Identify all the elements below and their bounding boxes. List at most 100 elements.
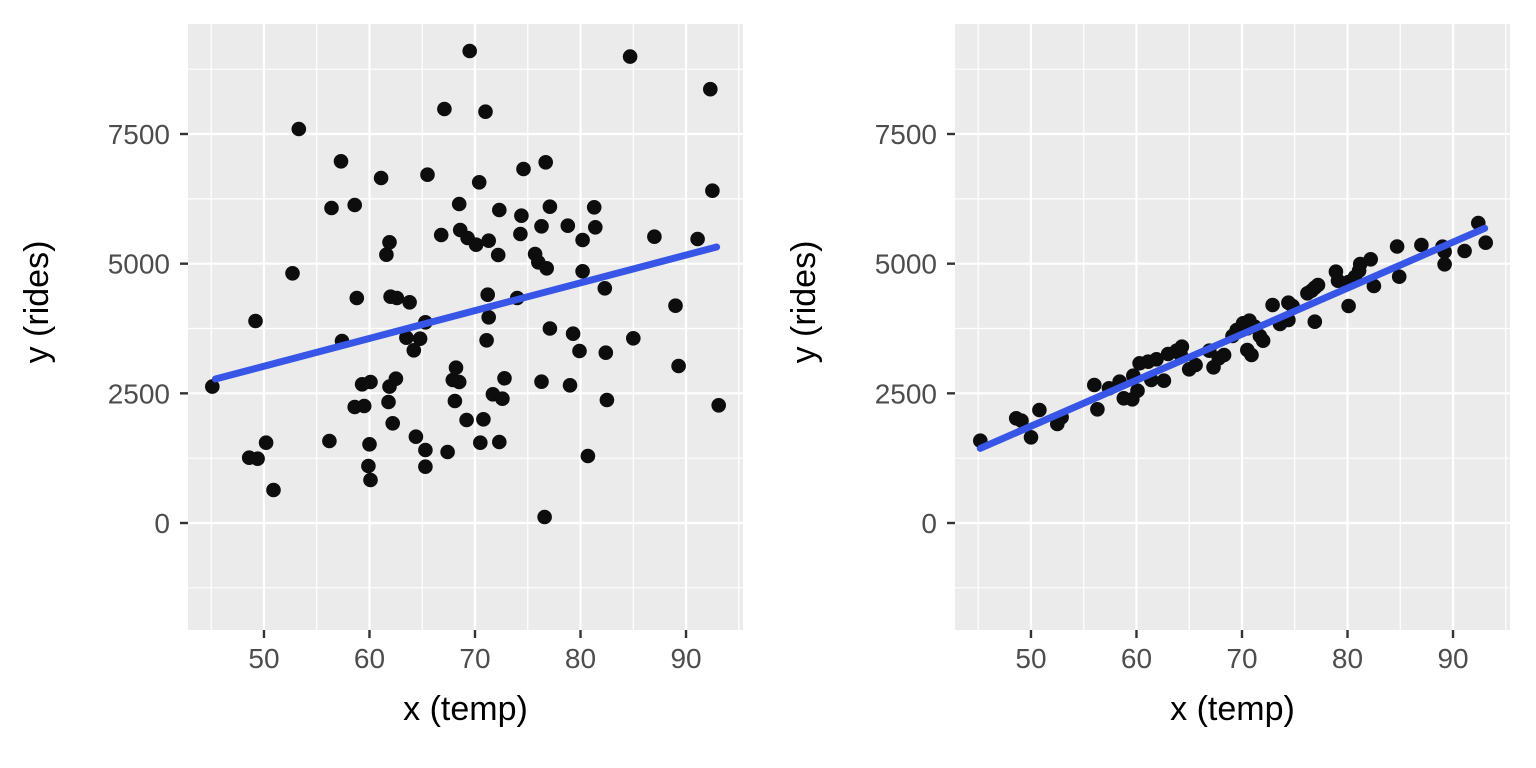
y-tick-label: 5000 <box>875 249 937 280</box>
y-tick-label: 2500 <box>108 378 170 409</box>
panel-background-left <box>188 24 743 630</box>
data-point <box>495 391 510 407</box>
data-point <box>626 331 641 346</box>
data-point <box>389 290 405 306</box>
data-point <box>542 199 558 214</box>
x-tick-label: 50 <box>1015 643 1046 674</box>
data-point <box>1363 251 1378 267</box>
data-point <box>1188 357 1203 373</box>
data-point <box>1156 373 1172 389</box>
data-point <box>1310 277 1326 293</box>
data-point <box>668 298 683 314</box>
data-point <box>1206 360 1221 375</box>
data-point <box>418 442 433 458</box>
data-point <box>597 281 613 296</box>
data-point <box>480 287 496 303</box>
data-point <box>562 378 578 393</box>
data-point <box>671 358 686 374</box>
data-point <box>490 247 506 263</box>
data-point <box>534 374 549 390</box>
data-point <box>497 371 512 386</box>
data-point <box>586 200 602 215</box>
data-point <box>437 101 452 117</box>
data-point <box>1414 237 1429 253</box>
data-point <box>534 219 549 234</box>
data-point <box>361 458 376 474</box>
data-point <box>1307 314 1323 330</box>
data-point <box>1216 347 1232 363</box>
data-point <box>1149 352 1164 367</box>
data-point <box>349 290 365 306</box>
data-point <box>385 416 401 431</box>
data-point <box>1341 298 1356 314</box>
data-point <box>703 81 718 97</box>
x-tick-label: 60 <box>1121 643 1152 674</box>
data-point <box>324 200 339 216</box>
data-point <box>406 343 422 358</box>
data-point <box>492 434 507 450</box>
data-point <box>418 459 433 475</box>
data-point <box>468 237 484 252</box>
data-point <box>598 345 614 361</box>
data-point <box>362 437 377 452</box>
x-tick-label: 70 <box>1226 643 1257 674</box>
data-point <box>1130 383 1145 399</box>
data-point <box>479 333 494 348</box>
data-point <box>205 379 220 394</box>
data-point <box>399 330 414 346</box>
data-point <box>622 49 638 64</box>
data-point <box>711 398 726 413</box>
data-point <box>1351 263 1367 279</box>
data-point <box>381 394 396 410</box>
data-point <box>575 232 590 248</box>
y-tick-label: 0 <box>154 508 170 539</box>
data-point <box>333 154 349 169</box>
data-point <box>347 197 363 213</box>
data-point <box>1087 377 1102 393</box>
data-point <box>291 121 307 137</box>
data-point <box>575 264 590 279</box>
data-point <box>537 509 552 525</box>
data-point <box>1330 273 1346 289</box>
data-point <box>542 321 558 336</box>
data-point <box>1478 235 1493 250</box>
data-point <box>1244 347 1259 363</box>
data-point <box>452 222 468 238</box>
data-point <box>565 326 581 342</box>
data-point <box>402 295 417 310</box>
data-point <box>539 261 554 276</box>
x-tick-label: 70 <box>459 643 490 674</box>
y-tick-label: 7500 <box>875 119 937 150</box>
data-point <box>363 472 378 488</box>
data-point <box>363 374 378 390</box>
data-point <box>258 435 274 451</box>
data-point <box>1265 297 1280 313</box>
data-point <box>1023 430 1039 445</box>
data-point <box>588 220 603 235</box>
y-tick-label: 2500 <box>875 378 937 409</box>
data-point <box>572 343 587 359</box>
data-point <box>248 313 263 329</box>
trend-line-right <box>976 224 1489 452</box>
data-point <box>516 161 531 177</box>
x-tick-label: 60 <box>354 643 385 674</box>
data-point <box>285 266 300 281</box>
data-point <box>451 374 467 390</box>
data-point <box>647 229 662 244</box>
data-point <box>492 202 507 218</box>
data-point <box>447 393 463 409</box>
data-point <box>1014 413 1029 429</box>
data-point <box>580 448 596 464</box>
data-point <box>356 398 372 414</box>
data-point <box>373 170 389 186</box>
data-point <box>448 360 464 376</box>
data-point <box>1255 333 1271 349</box>
data-point <box>514 208 529 223</box>
data-point <box>513 226 528 242</box>
data-point <box>481 233 497 248</box>
data-point <box>451 196 467 212</box>
data-point <box>560 218 576 233</box>
data-point <box>471 175 487 190</box>
